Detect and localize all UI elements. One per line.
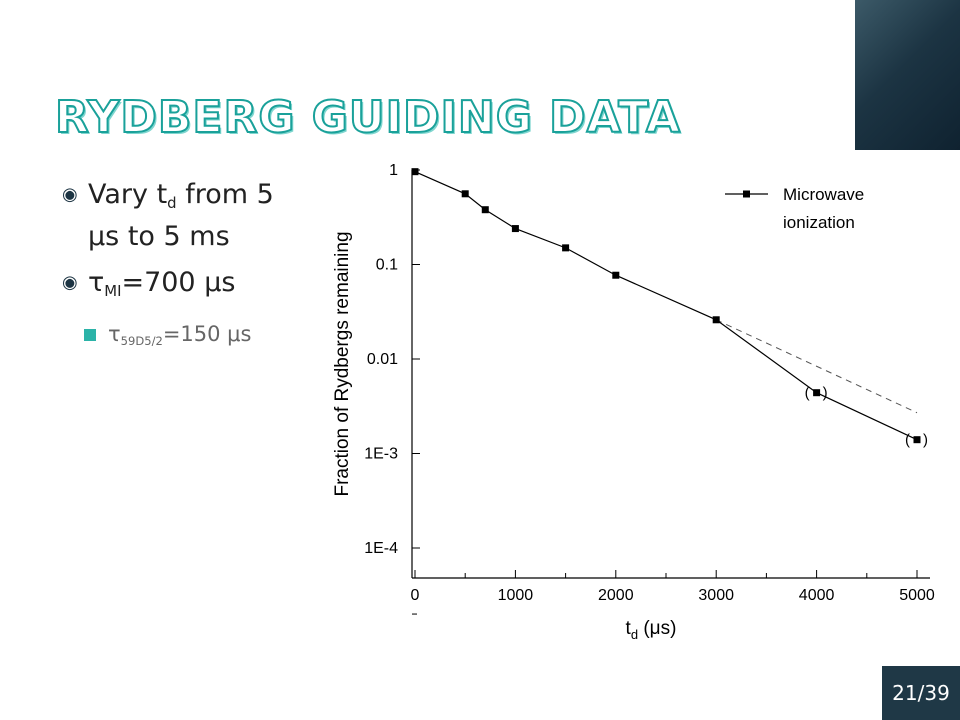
bullet-text: τMI=700 μs [88,267,236,301]
sub-bullet-tau-59d52: τ59D5/2=150 μs [84,320,302,355]
bullet-vary-td: ◉ Vary td from 5 μs to 5 ms [62,178,302,254]
data-point [481,206,489,214]
target-bullet-icon: ◉ [62,272,78,294]
chart-legend: Microwave ionization [725,185,864,232]
x-tick-label: 3000 [698,587,734,604]
dashed-fit-line [715,319,918,414]
legend-label: Microwave [783,185,864,204]
axis-labels: Fraction of Rydbergs remaining td (μs) [332,231,676,642]
point-paren-right: ) [923,432,928,449]
data-point [813,389,821,397]
data-point [511,225,519,233]
fit-line-layer [715,319,918,414]
data-point [612,271,620,279]
point-paren-left: ( [905,432,910,449]
data-point [411,168,419,176]
x-tick-label: 2000 [598,587,634,604]
chart-axes: 0 1000 2000 3000 4000 5000 1 0.1 0.01 1E-3 1E-4 [364,162,935,615]
x-tick-label: 4000 [799,587,835,604]
page-number: 21/39 [882,666,960,720]
bullet-text: τ59D5/2=150 μs [108,322,252,349]
x-tick-label: 1000 [498,587,534,604]
x-tick-label: 0 [411,587,420,604]
x-tick-label: 5000 [899,587,935,604]
data-point [913,436,921,444]
square-bullet-icon [84,329,96,342]
data-point [712,316,720,324]
corner-accent-block [855,0,960,150]
bullet-tau-mi: ◉ τMI=700 μs [62,266,302,308]
data-point [461,190,469,198]
y-axis-label: Fraction of Rydbergs remaining [332,231,353,496]
y-tick-label: 0.01 [367,351,398,368]
series-layer: () () [411,168,928,449]
target-bullet-icon: ◉ [62,184,78,205]
y-tick-label: 1E-3 [364,446,398,463]
series-line [414,171,918,441]
x-axis-label: td (μs) [626,618,677,642]
y-tick-label: 0.1 [376,257,398,274]
slide-title: RYDBERG GUIDING DATA [54,91,681,144]
legend-label: ionization [783,213,855,232]
bullet-list: ◉ Vary td from 5 μs to 5 ms ◉ τMI=700 μs… [62,178,302,355]
point-paren-left: ( [805,385,810,402]
point-paren-right: ) [823,385,828,402]
legend-marker [743,190,750,198]
y-tick-label: 1 [389,162,398,179]
bullet-text: Vary td from 5 μs to 5 ms [88,179,274,253]
decay-chart: 0 1000 2000 3000 4000 5000 1 0.1 0.01 1E-3 1E-4 ()… [332,162,935,642]
y-tick-label: 1E-4 [364,540,398,557]
data-point [562,244,570,252]
